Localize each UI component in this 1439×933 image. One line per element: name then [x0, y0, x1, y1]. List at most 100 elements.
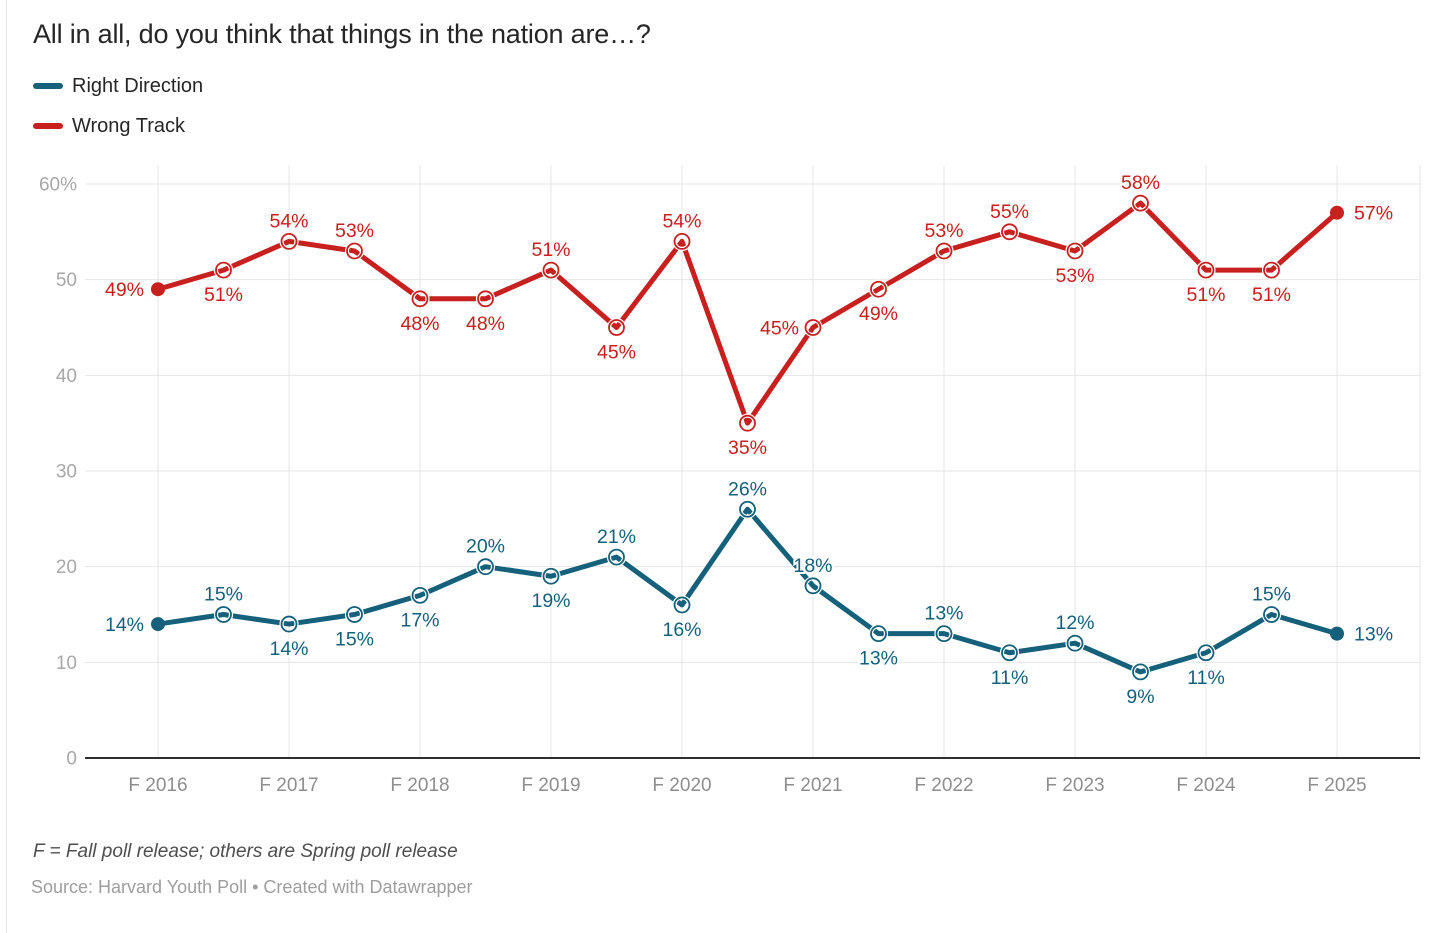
data-point-right-direction[interactable]: [739, 500, 756, 518]
data-point-right-direction[interactable]: [673, 596, 691, 614]
data-point-wrong-track[interactable]: [477, 290, 494, 308]
data-label-right-direction: 13%: [859, 648, 898, 670]
data-label-right-direction: 14%: [105, 614, 144, 636]
data-point-wrong-track[interactable]: [151, 282, 165, 297]
data-label-wrong-track: 54%: [269, 210, 308, 232]
x-axis-tick-label: F 2017: [259, 775, 318, 796]
data-point-right-direction[interactable]: [870, 625, 887, 643]
data-label-right-direction: 13%: [924, 603, 963, 625]
x-axis-tick-label: F 2025: [1307, 775, 1366, 796]
data-label-right-direction: 11%: [1187, 667, 1225, 689]
x-axis-tick-label: F 2016: [128, 775, 187, 796]
data-label-right-direction: 19%: [531, 590, 570, 612]
y-axis-tick-label: 40: [56, 366, 77, 387]
data-point-right-direction[interactable]: [280, 615, 298, 633]
data-label-wrong-track: 53%: [335, 220, 374, 242]
x-axis-tick-label: F 2020: [652, 775, 711, 796]
data-label-wrong-track: 49%: [859, 303, 898, 325]
data-point-right-direction[interactable]: [346, 606, 363, 623]
data-label-wrong-track: 55%: [990, 201, 1029, 223]
data-label-right-direction: 21%: [597, 526, 636, 548]
data-label-wrong-track: 51%: [1252, 284, 1291, 306]
legend-swatch-right-direction: [33, 83, 63, 89]
data-point-right-direction[interactable]: [804, 577, 822, 595]
series-line-right-direction: [155, 506, 1340, 675]
legend-swatch-wrong-track: [33, 123, 63, 129]
data-label-right-direction: 26%: [728, 478, 767, 500]
data-point-right-direction[interactable]: [1132, 663, 1149, 681]
y-axis-tick-label: 50: [56, 270, 77, 291]
data-point-right-direction[interactable]: [935, 625, 953, 643]
series-line-wrong-track: [155, 200, 1340, 426]
data-label-wrong-track: 35%: [728, 437, 767, 459]
data-label-right-direction: 15%: [204, 584, 243, 606]
data-point-right-direction[interactable]: [1066, 634, 1084, 652]
data-label-right-direction: 9%: [1126, 686, 1154, 708]
data-label-wrong-track: 53%: [924, 220, 963, 242]
data-point-wrong-track[interactable]: [1330, 205, 1344, 220]
x-axis-tick-label: F 2024: [1176, 775, 1236, 796]
data-label-right-direction: 15%: [1252, 584, 1291, 606]
data-point-right-direction[interactable]: [477, 558, 494, 576]
data-label-wrong-track: 45%: [760, 318, 799, 340]
data-label-right-direction: 12%: [1055, 612, 1094, 634]
data-label-right-direction: 17%: [400, 609, 439, 631]
legend-label: Wrong Track: [72, 115, 185, 137]
data-label-right-direction: 16%: [662, 619, 701, 641]
data-point-right-direction[interactable]: [215, 606, 232, 623]
data-point-wrong-track[interactable]: [673, 232, 691, 250]
data-point-right-direction[interactable]: [1330, 626, 1344, 641]
page-left-border: [6, 0, 7, 933]
data-point-wrong-track[interactable]: [608, 319, 625, 336]
data-label-wrong-track: 51%: [1186, 284, 1225, 306]
data-point-wrong-track[interactable]: [1132, 194, 1149, 212]
data-point-wrong-track[interactable]: [542, 261, 560, 279]
y-axis-tick-label: 0: [66, 749, 77, 770]
chart-title: All in all, do you think that things in …: [33, 19, 651, 49]
x-axis-tick-label: F 2021: [783, 775, 842, 796]
data-label-wrong-track: 51%: [531, 239, 570, 261]
data-label-right-direction: 20%: [466, 536, 505, 558]
data-point-wrong-track[interactable]: [870, 280, 887, 298]
data-point-wrong-track[interactable]: [1001, 223, 1018, 241]
data-label-wrong-track: 48%: [466, 313, 505, 335]
data-label-wrong-track: 45%: [597, 342, 636, 364]
data-label-wrong-track: 51%: [204, 284, 243, 306]
y-axis-tick-label: 20: [56, 557, 77, 578]
data-label-right-direction: 13%: [1354, 624, 1393, 646]
y-axis-tick-label: 60%: [39, 175, 77, 196]
y-axis-tick-label: 30: [56, 462, 77, 483]
data-point-right-direction[interactable]: [151, 617, 165, 632]
data-point-wrong-track[interactable]: [1263, 261, 1280, 279]
data-point-wrong-track[interactable]: [935, 242, 953, 260]
chart-footnote: F = Fall poll release; others are Spring…: [33, 841, 458, 862]
x-axis-tick-label: F 2018: [390, 775, 449, 796]
data-label-wrong-track: 53%: [1055, 265, 1094, 287]
data-label-wrong-track: 58%: [1121, 172, 1160, 194]
data-label-wrong-track: 49%: [105, 279, 144, 301]
data-point-right-direction[interactable]: [542, 567, 560, 585]
data-label-wrong-track: 48%: [400, 313, 439, 335]
legend-item-right-direction[interactable]: Right Direction: [33, 74, 203, 98]
data-point-wrong-track[interactable]: [215, 261, 232, 279]
legend: Right Direction Wrong Track: [33, 74, 203, 138]
source-attribution: Source: Harvard Youth Poll • Created wit…: [31, 877, 473, 897]
data-point-wrong-track[interactable]: [1066, 242, 1084, 260]
data-point-wrong-track[interactable]: [804, 319, 822, 336]
data-label-right-direction: 11%: [991, 667, 1029, 689]
data-point-wrong-track[interactable]: [1197, 261, 1215, 279]
legend-item-wrong-track[interactable]: Wrong Track: [33, 114, 203, 138]
data-point-wrong-track[interactable]: [346, 242, 363, 260]
data-label-right-direction: 15%: [335, 629, 374, 651]
data-point-wrong-track[interactable]: [739, 414, 756, 432]
data-point-right-direction[interactable]: [1263, 606, 1280, 623]
data-point-right-direction[interactable]: [411, 586, 429, 604]
x-axis-tick-label: F 2022: [914, 775, 973, 796]
data-point-right-direction[interactable]: [1197, 644, 1215, 662]
data-point-wrong-track[interactable]: [280, 232, 298, 250]
data-point-right-direction[interactable]: [1001, 644, 1018, 662]
data-point-right-direction[interactable]: [608, 548, 625, 566]
data-point-wrong-track[interactable]: [411, 290, 429, 308]
data-label-right-direction: 18%: [793, 555, 832, 577]
